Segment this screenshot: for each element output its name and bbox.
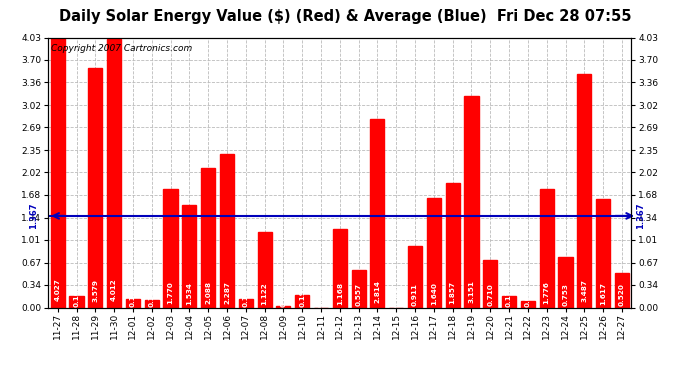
Text: 0.119: 0.119 (149, 284, 155, 307)
Text: 0.125: 0.125 (130, 284, 136, 307)
Bar (107, 39, 121, 308)
Bar (145, 300, 159, 307)
Text: 0.124: 0.124 (243, 284, 249, 307)
Text: 3.579: 3.579 (92, 279, 98, 302)
Text: Copyright 2007 Cartronics.com: Copyright 2007 Cartronics.com (51, 44, 193, 53)
Text: 0.099: 0.099 (525, 284, 531, 307)
Text: 0.753: 0.753 (562, 283, 569, 306)
Text: 2.088: 2.088 (205, 281, 211, 304)
Bar (164, 189, 177, 308)
Text: 1.776: 1.776 (544, 282, 550, 304)
Text: 0.710: 0.710 (487, 283, 493, 306)
Bar (521, 301, 535, 307)
Text: 1.770: 1.770 (168, 282, 174, 304)
Text: 0.911: 0.911 (412, 283, 418, 306)
Text: 1.617: 1.617 (600, 282, 606, 304)
Text: 0.520: 0.520 (619, 283, 625, 306)
Text: 3.487: 3.487 (582, 279, 587, 302)
Text: 0.166: 0.166 (74, 284, 79, 307)
Bar (483, 260, 497, 308)
Bar (371, 119, 384, 308)
Bar (70, 296, 83, 307)
Text: 1.367: 1.367 (635, 202, 645, 229)
Bar (596, 199, 610, 308)
Bar (558, 257, 573, 307)
Text: 3.151: 3.151 (469, 280, 475, 303)
Text: 0.192: 0.192 (299, 284, 305, 307)
Bar (88, 68, 102, 308)
Text: 4.027: 4.027 (55, 279, 61, 302)
Bar (615, 273, 629, 308)
Bar (540, 189, 554, 308)
Bar (126, 299, 140, 307)
Bar (239, 299, 253, 307)
Bar (201, 168, 215, 308)
Bar (446, 183, 460, 308)
Text: 1.168: 1.168 (337, 282, 343, 305)
Bar (257, 232, 272, 308)
Bar (220, 154, 234, 308)
Text: 0.557: 0.557 (355, 283, 362, 306)
Text: 1.640: 1.640 (431, 282, 437, 304)
Bar (333, 229, 347, 308)
Bar (277, 306, 290, 308)
Text: 1.857: 1.857 (450, 281, 455, 304)
Text: 0.023: 0.023 (280, 284, 286, 307)
Text: 1.367: 1.367 (28, 202, 38, 229)
Bar (352, 270, 366, 308)
Text: 2.814: 2.814 (375, 280, 380, 303)
Bar (295, 295, 309, 307)
Text: 0.000: 0.000 (393, 284, 400, 307)
Text: 2.287: 2.287 (224, 281, 230, 304)
Bar (408, 246, 422, 308)
Text: Daily Solar Energy Value ($) (Red) & Average (Blue)  Fri Dec 28 07:55: Daily Solar Energy Value ($) (Red) & Ave… (59, 9, 631, 24)
Bar (427, 198, 441, 308)
Bar (50, 38, 65, 308)
Bar (502, 296, 516, 307)
Bar (182, 205, 197, 308)
Text: 4.012: 4.012 (111, 279, 117, 302)
Bar (464, 96, 479, 308)
Text: 0.173: 0.173 (506, 284, 512, 307)
Text: 1.122: 1.122 (262, 283, 268, 305)
Text: 1.534: 1.534 (186, 282, 193, 305)
Bar (578, 74, 591, 308)
Text: 0.000: 0.000 (318, 284, 324, 307)
